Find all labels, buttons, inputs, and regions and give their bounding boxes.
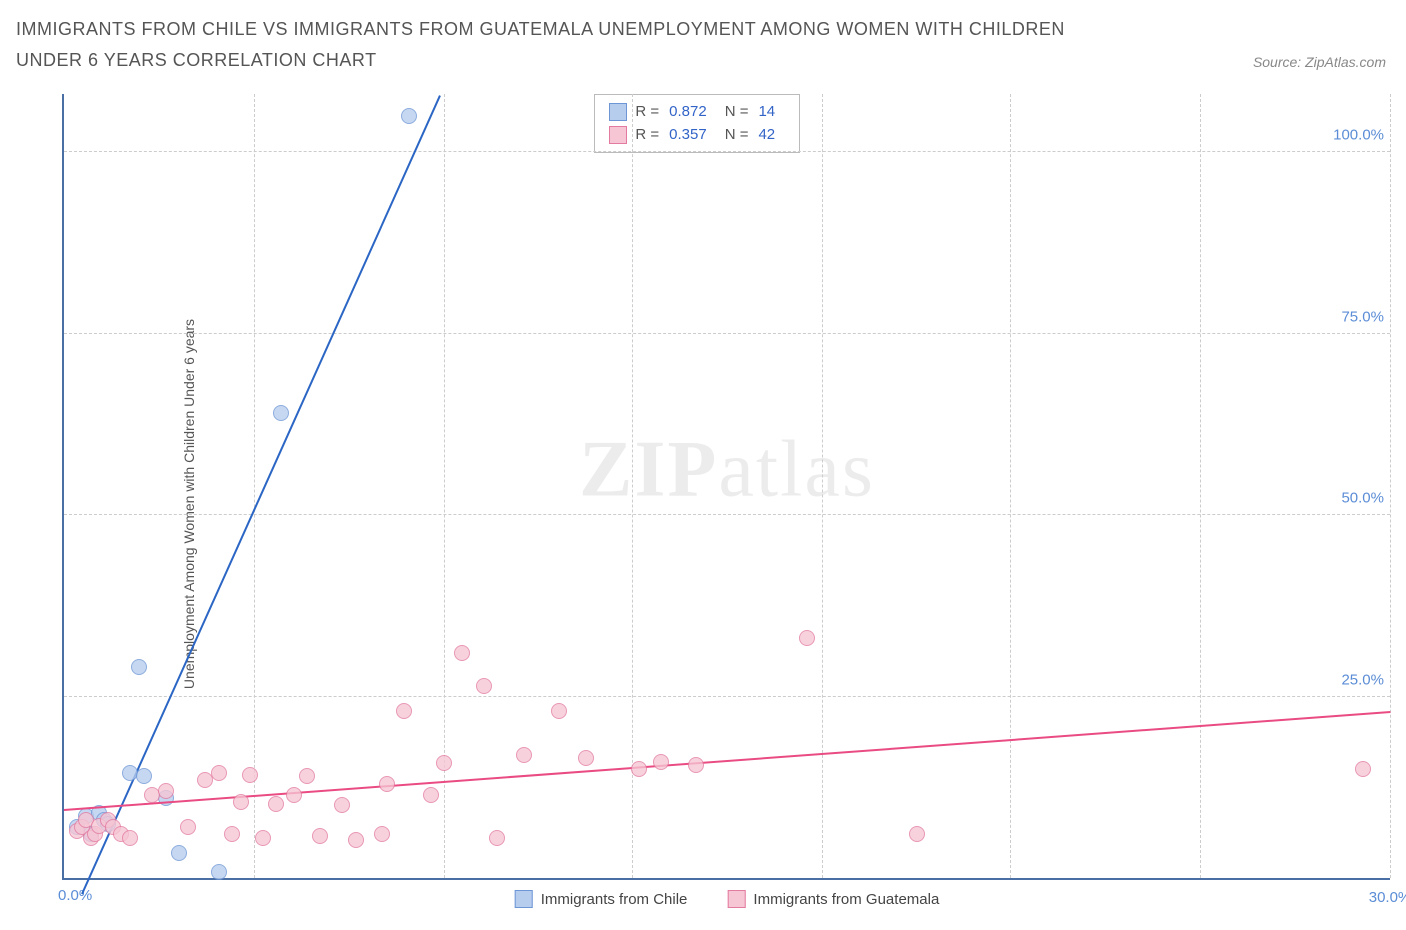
y-tick-label: 50.0%	[1341, 490, 1384, 507]
source-name: ZipAtlas.com	[1305, 54, 1386, 70]
y-tick-label: 75.0%	[1341, 308, 1384, 325]
data-point	[158, 783, 174, 799]
data-point	[268, 796, 284, 812]
r-value-chile: 0.872	[669, 101, 707, 124]
data-point	[688, 757, 704, 773]
data-point	[909, 826, 925, 842]
swatch-guatemala	[727, 890, 745, 908]
n-label: N =	[725, 124, 749, 147]
source-label: Source:	[1253, 54, 1301, 70]
gridline-v	[632, 94, 633, 878]
data-point	[653, 754, 669, 770]
data-point	[255, 830, 271, 846]
data-point	[211, 765, 227, 781]
y-tick-label: 100.0%	[1333, 127, 1384, 144]
legend-item-chile: Immigrants from Chile	[515, 890, 688, 908]
n-value-guatemala: 42	[758, 124, 775, 147]
data-point	[136, 768, 152, 784]
data-point	[122, 830, 138, 846]
legend-item-guatemala: Immigrants from Guatemala	[727, 890, 939, 908]
data-point	[180, 819, 196, 835]
data-point	[273, 405, 289, 421]
data-point	[334, 797, 350, 813]
data-point	[799, 630, 815, 646]
swatch-chile	[609, 103, 627, 121]
n-label: N =	[725, 101, 749, 124]
gridline-v	[1390, 94, 1391, 878]
gridline-h	[64, 151, 1390, 152]
r-value-guatemala: 0.357	[669, 124, 707, 147]
trend-line	[64, 711, 1390, 811]
data-point	[224, 826, 240, 842]
x-tick-label: 30.0%	[1369, 889, 1406, 906]
data-point	[211, 864, 227, 880]
gridline-h	[64, 514, 1390, 515]
r-label: R =	[635, 124, 659, 147]
data-point	[631, 761, 647, 777]
data-point	[374, 826, 390, 842]
legend-label-guatemala: Immigrants from Guatemala	[753, 891, 939, 908]
data-point	[299, 768, 315, 784]
data-point	[489, 830, 505, 846]
data-point	[348, 832, 364, 848]
stats-row-chile: R = 0.872 N = 14	[609, 101, 785, 124]
source-attribution: Source: ZipAtlas.com	[1253, 54, 1386, 70]
y-tick-label: 25.0%	[1341, 671, 1384, 688]
gridline-v	[822, 94, 823, 878]
chart-title: IMMIGRANTS FROM CHILE VS IMMIGRANTS FROM…	[16, 14, 1126, 75]
data-point	[396, 703, 412, 719]
legend-label-chile: Immigrants from Chile	[541, 891, 688, 908]
data-point	[551, 703, 567, 719]
origin-tick: 0.0%	[58, 887, 92, 904]
stats-row-guatemala: R = 0.357 N = 42	[609, 124, 785, 147]
data-point	[516, 747, 532, 763]
gridline-v	[1010, 94, 1011, 878]
data-point	[423, 787, 439, 803]
data-point	[476, 678, 492, 694]
data-point	[379, 776, 395, 792]
swatch-chile	[515, 890, 533, 908]
swatch-guatemala	[609, 126, 627, 144]
gridline-h	[64, 333, 1390, 334]
series-legend: Immigrants from Chile Immigrants from Gu…	[515, 890, 940, 908]
gridline-v	[254, 94, 255, 878]
data-point	[242, 767, 258, 783]
data-point	[454, 645, 470, 661]
data-point	[312, 828, 328, 844]
data-point	[286, 787, 302, 803]
watermark: ZIPatlas	[579, 425, 875, 516]
data-point	[171, 845, 187, 861]
data-point	[578, 750, 594, 766]
chart-container: Unemployment Among Women with Children U…	[16, 94, 1390, 914]
data-point	[436, 755, 452, 771]
watermark-light: atlas	[718, 426, 875, 514]
r-label: R =	[635, 101, 659, 124]
stats-legend: R = 0.872 N = 14 R = 0.357 N = 42	[594, 94, 800, 153]
gridline-v	[1200, 94, 1201, 878]
gridline-h	[64, 696, 1390, 697]
watermark-bold: ZIP	[579, 426, 718, 514]
data-point	[1355, 761, 1371, 777]
data-point	[401, 108, 417, 124]
plot-area: ZIPatlas R = 0.872 N = 14 R = 0.357 N = …	[62, 94, 1390, 880]
data-point	[233, 794, 249, 810]
data-point	[131, 659, 147, 675]
n-value-chile: 14	[758, 101, 775, 124]
